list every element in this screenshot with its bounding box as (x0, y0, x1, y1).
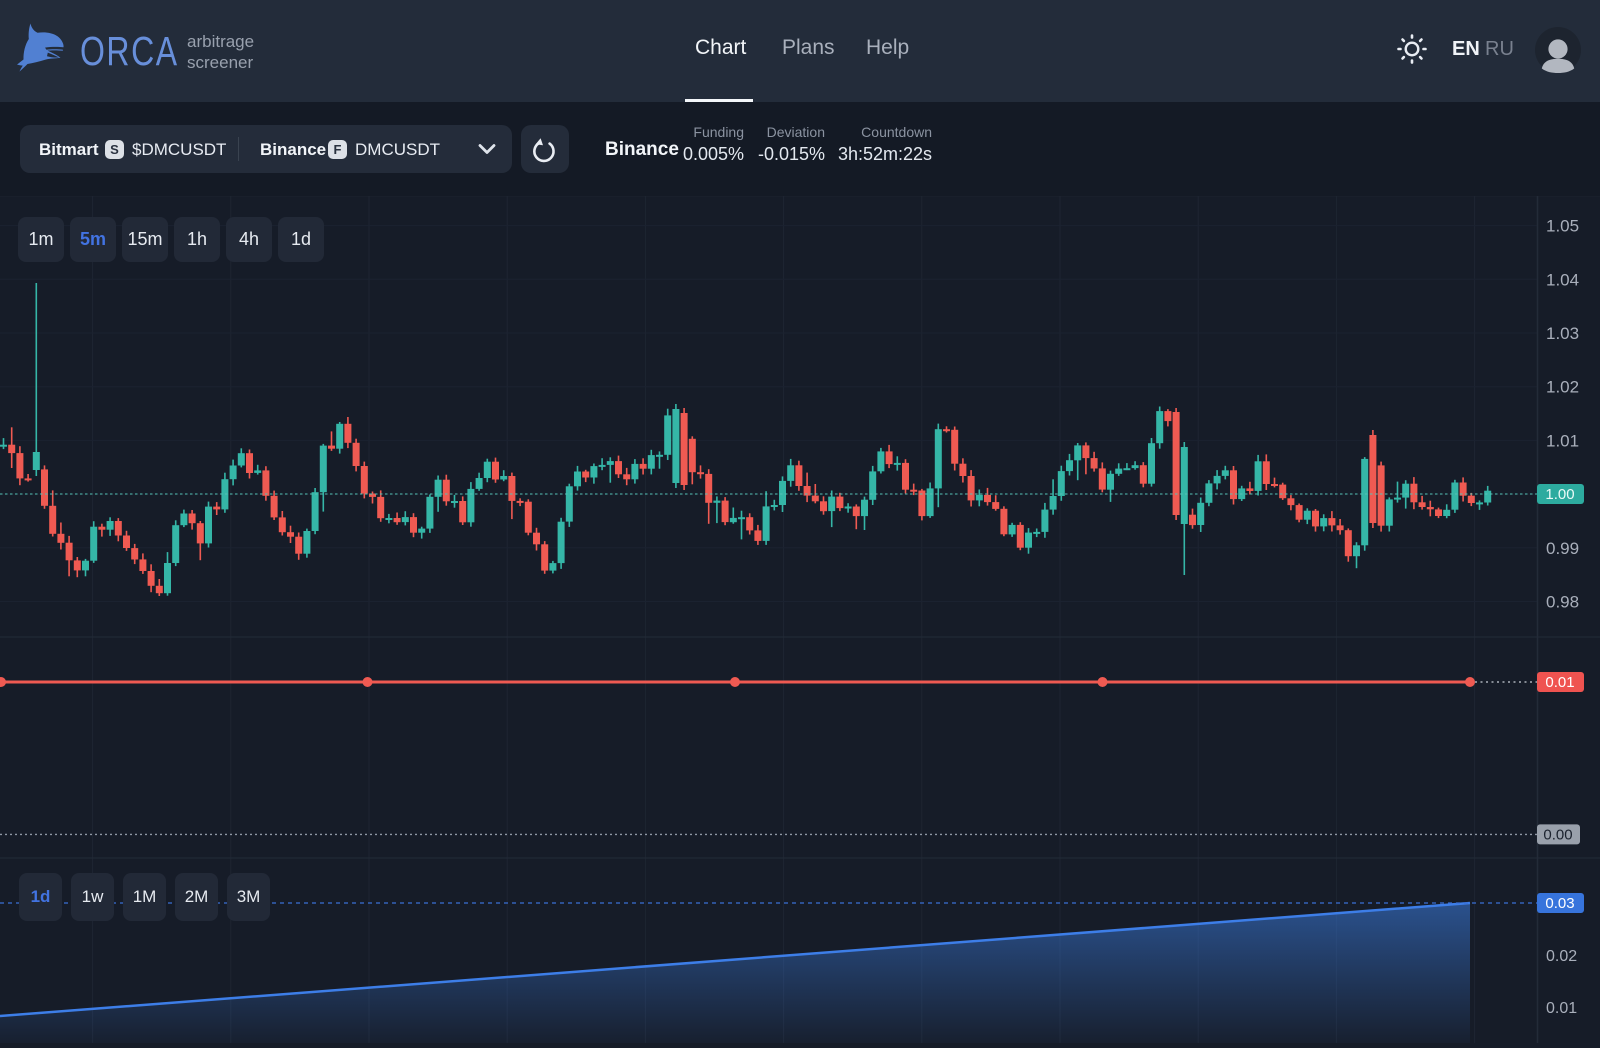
svg-text:1.00: 1.00 (1545, 486, 1574, 503)
svg-text:0.02: 0.02 (1546, 948, 1577, 965)
svg-text:1.05: 1.05 (1546, 217, 1579, 236)
svg-text:1.02: 1.02 (1546, 378, 1579, 397)
svg-text:1.03: 1.03 (1546, 324, 1579, 343)
svg-text:1.01: 1.01 (1546, 431, 1579, 450)
svg-text:0.99: 0.99 (1546, 539, 1579, 558)
svg-text:1.04: 1.04 (1546, 270, 1579, 289)
svg-text:0.00: 0.00 (1543, 826, 1572, 843)
svg-text:0.98: 0.98 (1546, 593, 1579, 612)
svg-text:0.03: 0.03 (1545, 895, 1574, 912)
svg-text:0.01: 0.01 (1546, 1000, 1577, 1017)
svg-text:0.01: 0.01 (1545, 674, 1574, 691)
